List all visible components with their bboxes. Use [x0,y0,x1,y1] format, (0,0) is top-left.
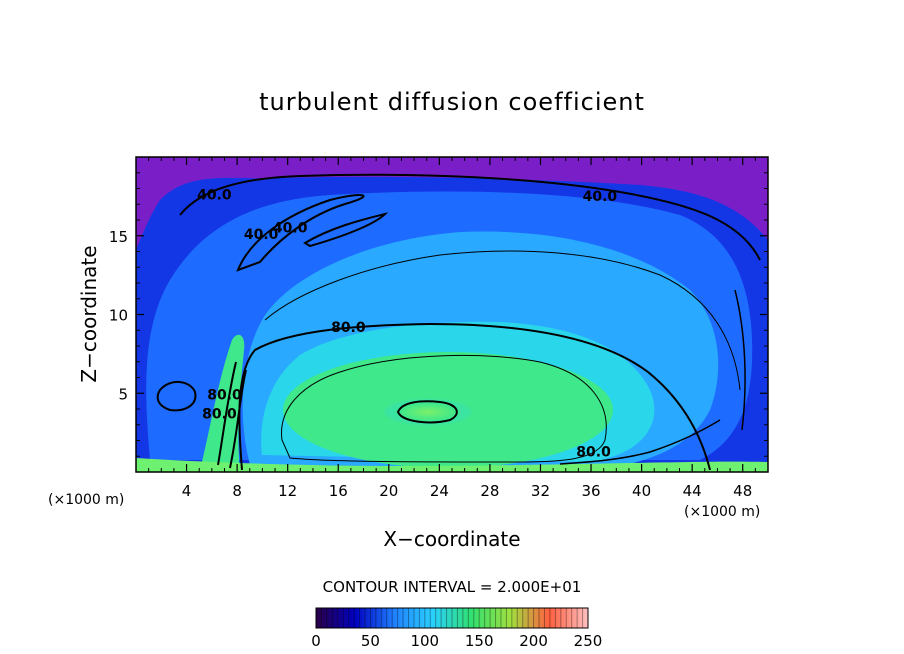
y-tick-label: 5 [118,385,128,403]
x-axis: 4 8 12 16 20 24 28 32 36 40 44 48 [148,157,756,500]
colorbar-labels: 0 50 100 150 200 250 [311,632,602,650]
contour-40-upper-left [236,194,365,272]
contour-label: 80.0 [576,444,611,460]
contour-label: 40.0 [197,188,232,204]
colorbar: 0 50 100 150 200 250 [311,607,602,650]
x-tick-label: 8 [232,482,242,500]
x-tick-label: 24 [430,482,449,500]
contour-label: 40.0 [583,189,618,205]
contour-thin-outer [264,250,741,391]
contour-interval-text: CONTOUR INTERVAL = 2.000E+01 [323,578,582,596]
colorbar-tick-label: 50 [361,632,380,650]
x-tick-label: 28 [480,482,499,500]
field-top-band [136,157,768,250]
contour-thin-inner [281,354,607,463]
x-axis-label: X−coordinate [383,527,520,551]
field-left-plume [200,334,245,470]
contour-labels: 40.0 40.040.040.080.080.080.080.0 [197,188,617,461]
colorbar-tick-label: 150 [465,632,494,650]
x-unit-left: (×1000 m) [48,492,124,508]
colorbar-tick-label: 200 [519,632,548,650]
colorbar-stripes [320,608,584,628]
contour-core [396,400,458,424]
colorbar-tick-label: 0 [311,632,321,650]
x-tick-label: 44 [683,482,702,500]
colorbar-frame [315,607,589,629]
x-tick-label: 36 [581,482,600,500]
x-tick-label: 12 [278,482,297,500]
contour-label: 80.0 [202,406,237,422]
y-axis: 5 10 15 [109,172,768,457]
contour-80-left-plume [217,361,247,469]
contour-80-main [238,322,711,471]
heatmap-field [136,157,768,472]
colorbar-gradient [316,608,588,628]
x-tick-label: 20 [379,482,398,500]
contour-label: 80.0 [331,320,366,336]
contour-right-edge [559,289,746,465]
colorbar-tick-label: 250 [574,632,603,650]
x-tick-label: 40 [632,482,651,500]
colorbar-tick-label: 100 [410,632,439,650]
contour-lines [156,173,761,471]
contour-label: 80.0 [207,388,242,404]
x-unit-right: (×1000 m) [684,504,760,520]
y-tick-label: 15 [109,228,128,246]
contour-40-top [179,173,761,261]
contour-label: 40.0 [273,221,308,237]
x-tick-label: 16 [329,482,348,500]
field-bottom-strip [136,458,768,472]
contour-label: 40.0 [244,227,279,243]
x-tick-label: 32 [531,482,550,500]
contour-40-diag [303,212,389,248]
y-tick-label: 10 [109,307,128,325]
x-tick-label: 4 [182,482,192,500]
chart-title: turbulent diffusion coefficient [259,88,645,116]
y-axis-label: Z−coordinate [77,245,101,382]
x-tick-label: 48 [733,482,752,500]
contour-40-left-blob [156,381,197,412]
